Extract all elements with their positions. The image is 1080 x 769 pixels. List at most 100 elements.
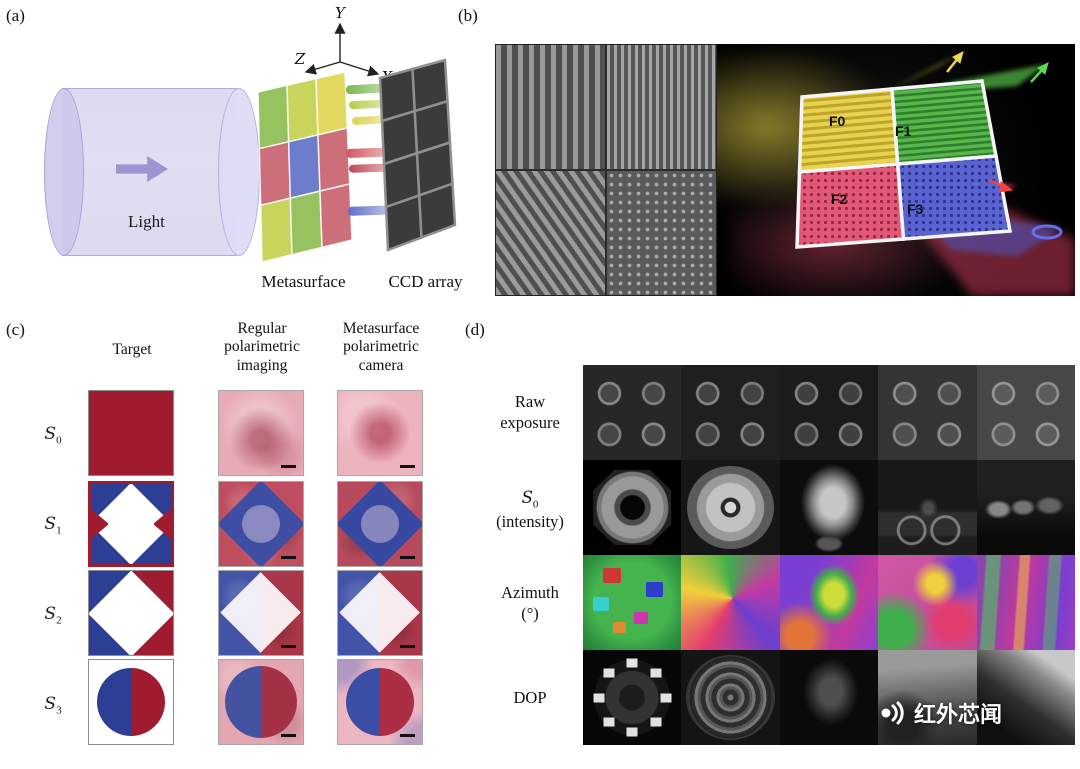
dop-scene-3 — [779, 650, 879, 745]
azimuth-scene-4 — [878, 555, 977, 650]
half-blue-half-red-circle — [96, 667, 166, 737]
metasurface-tiles — [257, 71, 353, 263]
s1-metasurface-image — [337, 481, 423, 567]
s3-base: S — [44, 694, 57, 714]
scene-image-grid — [583, 365, 1075, 745]
column-header-target: Target — [112, 341, 152, 358]
row-label-s0: S0 — [30, 424, 76, 446]
row-label-s1: S1 — [30, 514, 76, 536]
sem-image — [495, 44, 717, 296]
axis-lines — [304, 22, 380, 77]
white-diamond — [339, 572, 421, 654]
circular-device — [687, 465, 774, 550]
column-header-regular: Regular polarimetric imaging — [224, 320, 300, 374]
white-diamond — [89, 571, 173, 655]
ccd-pixels — [378, 58, 457, 252]
red-arrow-marker — [988, 178, 1014, 193]
intensity-scene-2 — [681, 460, 780, 555]
s0-sub: 0 — [56, 434, 62, 447]
blue-ring-marker — [1031, 224, 1063, 240]
dop-scene-1 — [583, 650, 682, 745]
azimuth-scene-1 — [583, 555, 682, 650]
row-label-s2: S2 — [30, 604, 76, 626]
azimuth-line1: Azimuth — [501, 583, 559, 602]
dop-scene-2 — [681, 650, 780, 745]
chip-and-beams: F0 F1 F2 F3 — [795, 51, 1075, 296]
azimuth-scene-3 — [779, 555, 879, 650]
azimuth-patch — [612, 621, 626, 633]
panel-b-label: (b) — [458, 6, 478, 25]
ccd-array-graphic — [378, 58, 457, 252]
red-triangle-right — [153, 509, 171, 539]
azimuth-patch — [592, 596, 609, 611]
f3-label: F3 — [907, 201, 924, 217]
dop-target-square — [626, 658, 638, 668]
s0-target-image — [88, 390, 174, 476]
light-label: Light — [128, 212, 165, 231]
dop-target-square — [603, 668, 615, 678]
s1-regular-image — [218, 481, 304, 567]
intensity-scene-1 — [583, 460, 682, 555]
s1-sub: 1 — [56, 524, 62, 537]
dop-target-square — [650, 717, 662, 727]
ccd-array-caption: CCD array — [388, 272, 463, 291]
faint-circle — [360, 504, 400, 544]
s2-base: S — [44, 604, 57, 624]
raw-exposure-scene-4 — [878, 365, 977, 460]
green-arrow-marker — [1030, 62, 1049, 83]
metasurface-grid — [257, 71, 353, 263]
s0-regular-image — [218, 390, 304, 476]
s2-target-image — [88, 570, 174, 656]
dop-target-square — [593, 693, 605, 702]
light-cylinder-end-cap — [44, 88, 84, 256]
panel-d-label: (d) — [465, 320, 485, 339]
scale-bar — [281, 734, 296, 737]
wechat-official-account-icon — [881, 701, 904, 725]
azimuth-patch — [602, 568, 621, 584]
dop-scene-4 — [878, 650, 977, 745]
s1-base: S — [44, 514, 57, 534]
metasurface-render: F0 F1 F2 F3 — [717, 44, 1075, 296]
watermark: 红外芯闻 — [876, 697, 1002, 729]
metasurface-caption: Metasurface — [261, 272, 346, 291]
half-blue-half-red-circle — [224, 665, 298, 739]
dop-scene-5 — [976, 650, 1075, 745]
s3-regular-image — [218, 659, 304, 745]
dop-target-square — [660, 693, 672, 702]
s0-metasurface-image — [337, 390, 423, 476]
s0-base: S — [44, 424, 57, 444]
scale-bar — [400, 465, 415, 468]
sem-grating-coarse-vertical — [496, 45, 605, 169]
azimuth-patch — [645, 581, 663, 597]
sem-grating-fine-vertical — [607, 45, 716, 169]
axis-y-label: Y — [335, 6, 347, 22]
column-header-metasurface: Metasurface polarimetric camera — [342, 320, 420, 374]
axis-z-label: Z — [294, 50, 306, 68]
half-blue-half-red-circle — [345, 667, 415, 737]
row-label-s0-intensity: S0 (intensity) — [482, 488, 578, 533]
s2-sub: 2 — [56, 614, 62, 627]
row-label-dop: DOP — [482, 688, 578, 709]
yellow-arrow-marker — [946, 51, 964, 73]
panel-c-label: (c) — [6, 320, 25, 339]
sem-pillar-array — [607, 171, 716, 295]
dop-target-square — [603, 717, 615, 727]
scale-bar — [281, 645, 296, 648]
beam-end-markers — [946, 51, 1063, 240]
azimuth-scene-5 — [976, 555, 1075, 650]
s0-sub: 0 — [532, 498, 539, 511]
raw-exposure-scene-2 — [681, 365, 780, 460]
s0-line1: S0 — [482, 488, 578, 512]
dop-target-square — [650, 668, 662, 678]
row-label-raw-exposure: Raw exposure — [482, 392, 578, 433]
s2-regular-image — [218, 570, 304, 656]
f1-label: F1 — [895, 123, 912, 139]
focal-labels: F0 F1 F2 F3 — [829, 113, 924, 217]
scale-bar — [281, 465, 296, 468]
azimuth-scene-2 — [681, 555, 780, 650]
white-circle — [107, 500, 155, 548]
faint-circle — [241, 504, 281, 544]
raw-exposure-scene-3 — [779, 365, 879, 460]
dop-line1: DOP — [513, 688, 547, 707]
row-label-azimuth: Azimuth (°) — [482, 583, 578, 624]
